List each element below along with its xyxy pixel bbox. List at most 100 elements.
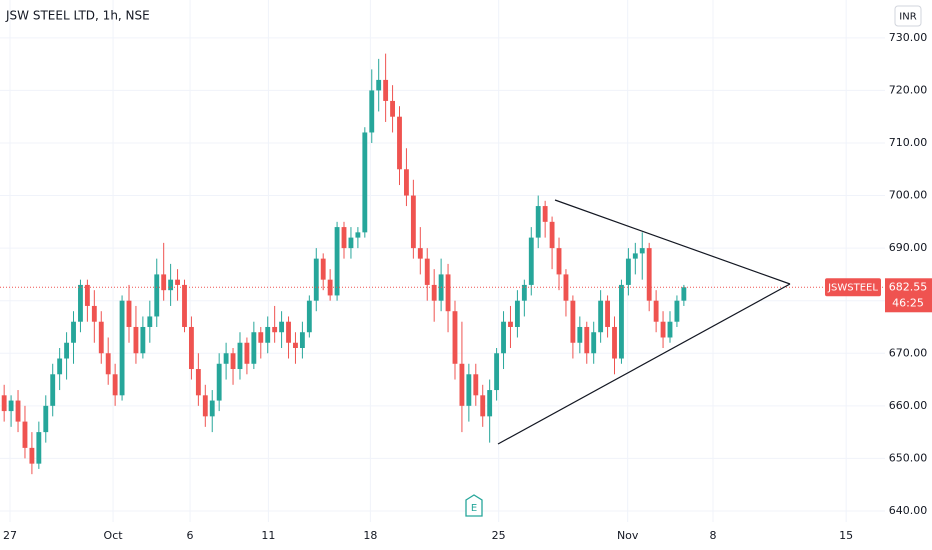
candle-body: [653, 300, 659, 322]
currency[interactable]: INR: [899, 12, 916, 23]
candle-body: [473, 374, 479, 396]
symbol-label: JSWSTEEL: [827, 282, 878, 293]
x-tick-label: Oct: [104, 529, 124, 542]
candle-body: [383, 79, 389, 101]
price-label: 682.55: [889, 280, 928, 293]
currency-button[interactable]: [894, 5, 922, 27]
candle-body: [646, 248, 652, 301]
candle-body: [126, 300, 132, 327]
y-tick-label: 700.00: [889, 189, 928, 202]
axes: 640.00650.00660.00670.00680.00690.00700.…: [3, 31, 932, 542]
countdown-label: 46:25: [892, 296, 924, 309]
candle-body: [202, 395, 208, 417]
candle-body: [556, 248, 562, 275]
y-tick-label: 720.00: [889, 83, 928, 96]
candle-body: [376, 79, 382, 91]
candle-body: [286, 321, 291, 343]
candle-body: [397, 116, 402, 170]
candle-body: [98, 321, 104, 354]
candle-body: [8, 400, 14, 412]
candle-body: [272, 326, 278, 333]
candle-body: [348, 237, 354, 249]
candle-body: [112, 374, 118, 396]
x-tick-label: 25: [492, 529, 506, 542]
candle-body: [140, 326, 146, 354]
candle-body: [279, 321, 285, 333]
candle-body: [15, 400, 21, 422]
candle-body: [1, 395, 7, 412]
x-tick-label: Nov: [617, 529, 639, 542]
candle-body: [674, 300, 680, 322]
candle-body: [542, 206, 548, 222]
candle-body: [195, 369, 201, 396]
candle-body: [334, 227, 340, 296]
candle-body: [299, 332, 305, 348]
candle-body: [452, 311, 458, 364]
candle-body: [549, 221, 555, 249]
candle-body: [71, 321, 76, 343]
candle-body: [154, 274, 160, 317]
candle-body: [369, 90, 375, 133]
y-tick-label: 660.00: [889, 399, 928, 412]
candle-body: [417, 248, 423, 259]
x-tick-label: 18: [363, 529, 377, 542]
candle-body: [577, 326, 583, 343]
candle-body: [501, 321, 506, 354]
candle-body: [182, 284, 187, 327]
candle-body: [390, 100, 395, 117]
y-tick-label: 640.00: [889, 504, 928, 517]
trendline-lower: [497, 283, 791, 445]
candle-body: [168, 279, 174, 291]
candle-body: [667, 321, 673, 338]
x-tick-label: 8: [709, 529, 716, 542]
candle-body: [521, 284, 527, 301]
candle-body: [251, 332, 257, 364]
candle-body: [341, 227, 347, 249]
candle-body: [147, 316, 153, 327]
candle-body: [528, 237, 534, 285]
candle-body: [494, 353, 500, 391]
candle-body: [265, 326, 271, 343]
candle-body: [584, 326, 590, 354]
candle-body: [293, 342, 298, 348]
candle-body: [133, 326, 139, 354]
x-tick-label: 6: [187, 529, 194, 542]
candle-body: [619, 284, 624, 359]
candle-body: [306, 300, 312, 333]
y-tick-label: 670.00: [889, 346, 928, 359]
candle-body: [43, 405, 49, 433]
candle-body: [175, 279, 180, 285]
candle-body: [639, 248, 645, 254]
earnings-label[interactable]: E: [471, 503, 477, 514]
candle-body: [244, 342, 250, 364]
candle-body: [459, 363, 465, 406]
candle-body: [119, 300, 125, 396]
x-tick-label: 15: [839, 529, 853, 542]
candle-body: [487, 390, 493, 417]
price-badge: [885, 278, 932, 313]
earnings-marker[interactable]: E: [465, 494, 483, 517]
y-tick-label: 710.00: [889, 136, 928, 149]
candles: [0, 53, 885, 475]
candle-body: [320, 258, 326, 280]
candle-body: [29, 447, 35, 464]
candle-body: [681, 287, 687, 301]
candle-body: [563, 274, 569, 301]
candle-body: [410, 195, 416, 249]
candle-body: [535, 206, 541, 238]
candle-body: [209, 400, 215, 417]
candle-body: [188, 326, 194, 370]
candle-body: [660, 321, 666, 338]
y-tick-label: 650.00: [889, 451, 928, 464]
trendline-upper: [554, 199, 791, 285]
candle-body: [105, 353, 111, 375]
y-tick-label: 690.00: [889, 241, 928, 254]
candle-body: [514, 300, 520, 327]
y-tick-label: 730.00: [889, 31, 928, 44]
earnings-badge[interactable]: [465, 494, 483, 517]
candle-body: [237, 342, 243, 370]
candle-body: [570, 300, 576, 343]
candle-body: [57, 358, 63, 375]
candle-body: [22, 421, 28, 448]
